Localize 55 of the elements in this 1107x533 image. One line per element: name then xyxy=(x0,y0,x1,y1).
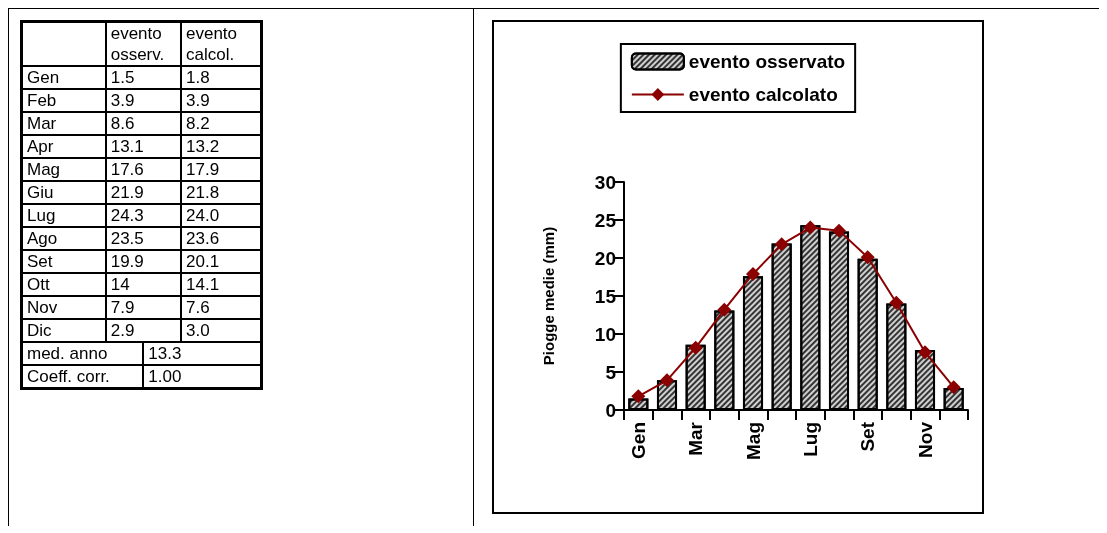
x-tick-label: Mag xyxy=(742,422,764,460)
y-tick-label: Set xyxy=(21,250,106,273)
data-label: 1.8 xyxy=(181,66,262,89)
data-label: 13.2 xyxy=(181,135,262,158)
y-tick-label: Lug xyxy=(21,204,106,227)
y-tick-label: Ott xyxy=(21,273,106,296)
text: Coeff. corr. 1.00 xyxy=(27,367,182,386)
x-tick-label: evento osserv. xyxy=(105,21,181,66)
data-label: 8.2 xyxy=(181,112,262,135)
data-label: 3.9 xyxy=(105,89,181,112)
y-tick-label: 25 xyxy=(594,209,617,231)
y-tick-label: Mag xyxy=(21,158,106,181)
y-tick-label: Mar xyxy=(21,112,106,135)
y-tick-label: 20 xyxy=(594,247,616,269)
data-label: 14 xyxy=(105,273,181,296)
y-tick-label: Ago xyxy=(21,227,106,250)
data-label: 7.9 xyxy=(105,296,181,319)
text: med. anno 13.3 xyxy=(27,344,182,363)
data-label: 1.5 xyxy=(105,66,181,89)
y-tick-label: 5 xyxy=(605,361,617,383)
data-label: 21.9 xyxy=(105,181,181,204)
legend-label: evento calcolato xyxy=(688,84,838,105)
legend-label: evento osservato xyxy=(688,51,846,72)
data-label: 3.0 xyxy=(181,319,262,342)
x-tick-label: Set xyxy=(857,421,879,452)
data-label: 23.6 xyxy=(181,227,262,250)
data-label: 7.6 xyxy=(181,296,262,319)
y-tick-label: 10 xyxy=(594,323,616,345)
data-label: 3.9 xyxy=(181,89,262,112)
data-label: 13.1 xyxy=(105,135,181,158)
data-label: 8.6 xyxy=(105,112,181,135)
data-label: 17.9 xyxy=(181,158,262,181)
y-tick-label: Gen xyxy=(21,66,106,89)
data-label: 14.1 xyxy=(181,273,262,296)
x-tick-label: evento calcol. xyxy=(181,21,262,66)
y-tick-label: Feb xyxy=(21,89,106,112)
data-label: 19.9 xyxy=(105,250,181,273)
x-tick-label: Mar xyxy=(685,421,707,456)
data-label: 24.3 xyxy=(105,204,181,227)
data-label: 23.5 xyxy=(105,227,181,250)
data-label: 17.6 xyxy=(105,158,181,181)
y-tick-label: Apr xyxy=(21,135,106,158)
y-tick-label: Giu xyxy=(21,181,106,204)
x-tick-label: Nov xyxy=(914,421,936,458)
data-label: 21.8 xyxy=(181,181,262,204)
y-tick-label: Nov xyxy=(21,296,106,319)
data-label: 2.9 xyxy=(105,319,181,342)
x-tick-label: Lug xyxy=(799,422,821,457)
y-tick-label: Dic xyxy=(21,319,106,342)
y-axis-title: Piogge medie (mm) xyxy=(540,226,557,366)
data-label: 20.1 xyxy=(181,250,262,273)
y-tick-label: 30 xyxy=(594,171,616,193)
y-tick-label: 15 xyxy=(594,285,617,307)
data-label: 24.0 xyxy=(181,204,262,227)
y-tick-label: 0 xyxy=(605,399,616,421)
